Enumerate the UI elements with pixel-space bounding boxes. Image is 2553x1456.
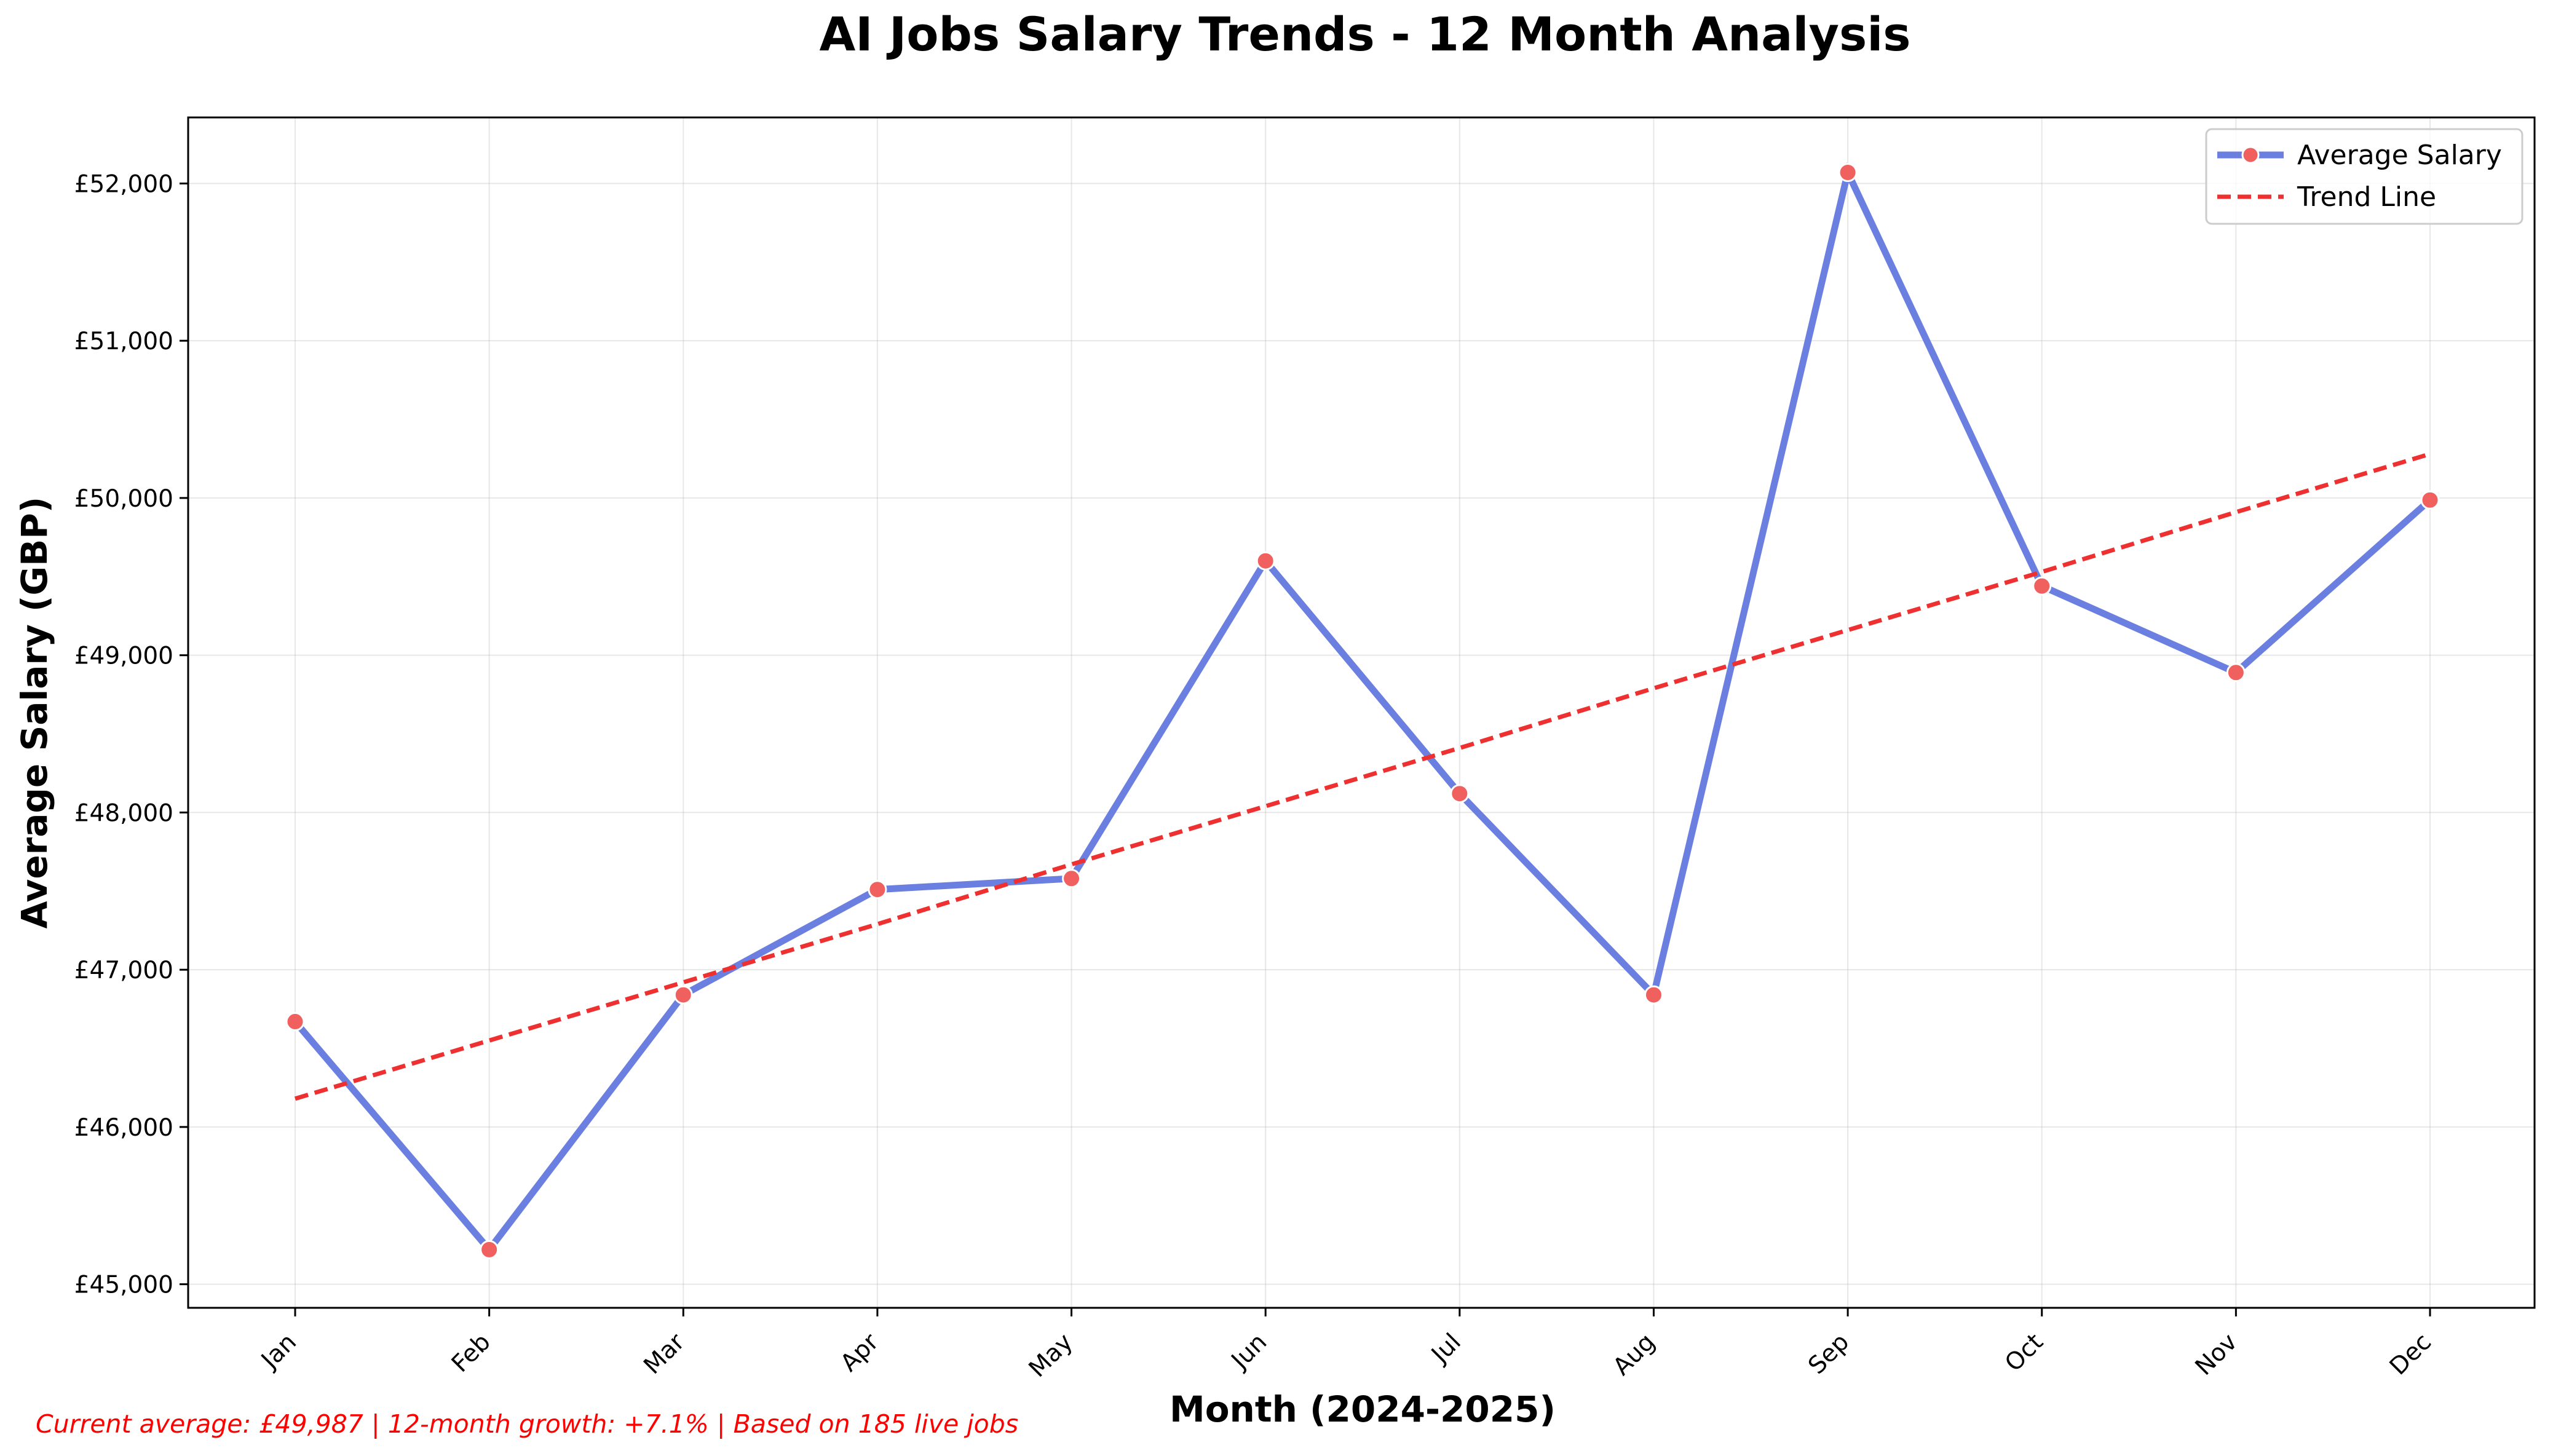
x-axis-label: Month (2024-2025) <box>1170 1388 1556 1430</box>
y-tick-label: £52,000 <box>74 170 173 198</box>
y-tick-label: £49,000 <box>74 643 173 670</box>
data-point-average-salary <box>2420 490 2440 510</box>
chart-title: AI Jobs Salary Trends - 12 Month Analysi… <box>819 7 1910 61</box>
y-tick-label: £50,000 <box>74 485 173 513</box>
data-point-average-salary <box>1450 784 1470 804</box>
data-point-average-salary <box>2032 576 2052 596</box>
y-tick-label: £47,000 <box>74 957 173 984</box>
legend-marker-average-salary <box>2241 146 2260 164</box>
y-axis-label: Average Salary (GBP) <box>14 497 55 929</box>
y-tick-label: £46,000 <box>74 1114 173 1142</box>
legend-label-trend-line: Trend Line <box>2297 181 2436 213</box>
data-point-average-salary <box>868 880 887 900</box>
data-point-average-salary <box>1062 869 1082 888</box>
data-point-average-salary <box>480 1240 499 1259</box>
y-axis-ticks: £45,000 £46,000 £47,000 £48,000 £49,000 £50,0… <box>74 170 188 1299</box>
legend-box <box>2205 128 2523 225</box>
y-tick-label: £48,000 <box>74 799 173 827</box>
y-tick-label: £51,000 <box>74 328 173 355</box>
plot-area-frame <box>187 116 2536 1309</box>
series-layer <box>285 162 2440 1259</box>
gridlines <box>188 117 2535 1308</box>
y-tick-label: £45,000 <box>74 1272 173 1299</box>
footnote: Current average: £49,987 | 12-month grow… <box>36 1409 1018 1439</box>
data-point-average-salary <box>2226 663 2246 682</box>
legend-label-average-salary: Average Salary <box>2297 140 2502 171</box>
legend: Average Salary Trend Line <box>2205 128 2523 225</box>
series-line-trend-line <box>294 451 2431 1101</box>
data-point-average-salary <box>1256 551 1275 571</box>
data-point-average-salary <box>1644 985 1663 1005</box>
data-point-average-salary <box>285 1012 305 1032</box>
data-point-average-salary <box>1838 163 1858 183</box>
data-point-average-salary <box>673 985 693 1005</box>
series-line-average-salary <box>292 162 2432 1256</box>
